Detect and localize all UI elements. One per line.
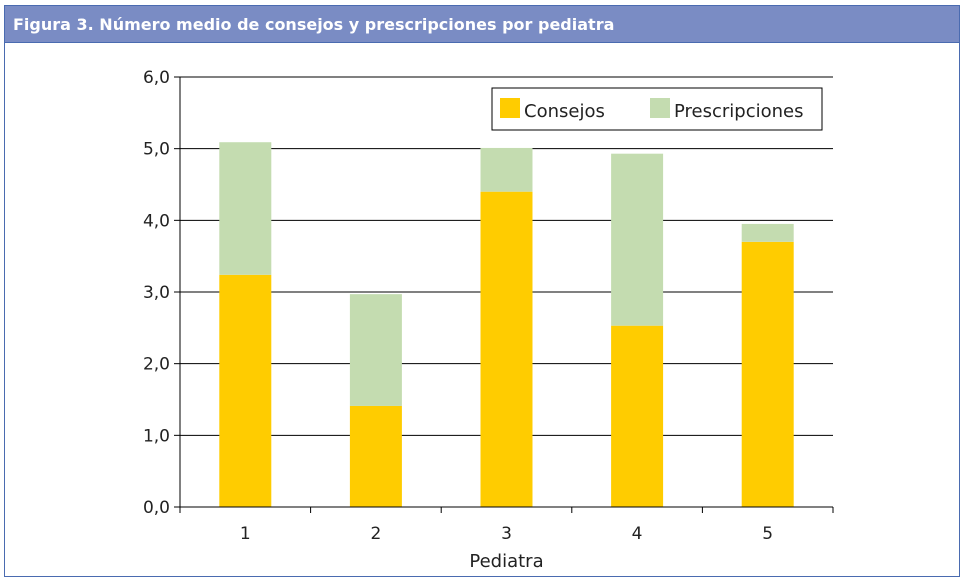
x-tick-label: 2	[370, 524, 381, 544]
x-tick-label: 1	[240, 524, 251, 544]
legend-swatch	[650, 98, 670, 118]
bar-consejos-5	[741, 241, 794, 508]
bar-consejos-4	[611, 325, 664, 507]
figure-frame: Figura 3. Número medio de consejos y pre…	[4, 5, 960, 577]
y-tick-label: 5,0	[143, 140, 170, 160]
y-tick-label: 2,0	[143, 355, 170, 375]
y-tick-label: 0,0	[143, 498, 170, 518]
x-tick-label: 3	[501, 524, 512, 544]
x-tick-label: 4	[632, 524, 643, 544]
bar-prescripciones-1	[219, 142, 272, 275]
bar-prescripciones-2	[349, 294, 402, 406]
legend-label: Consejos	[524, 101, 605, 122]
y-tick-label: 1,0	[143, 426, 170, 446]
figure-title: Figura 3. Número medio de consejos y pre…	[5, 6, 959, 43]
bar-consejos-2	[349, 405, 402, 507]
bar-prescripciones-3	[480, 147, 533, 192]
bar-prescripciones-4	[611, 153, 664, 326]
bar-prescripciones-5	[741, 223, 794, 242]
x-tick-label: 5	[762, 524, 773, 544]
legend-label: Prescripciones	[674, 101, 804, 122]
y-tick-label: 3,0	[143, 283, 170, 303]
legend-swatch	[500, 98, 520, 118]
bar-consejos-3	[480, 191, 533, 507]
x-axis-label: Pediatra	[469, 551, 543, 572]
y-tick-label: 6,0	[143, 68, 170, 88]
bar-consejos-1	[219, 274, 272, 507]
y-tick-label: 4,0	[143, 211, 170, 231]
